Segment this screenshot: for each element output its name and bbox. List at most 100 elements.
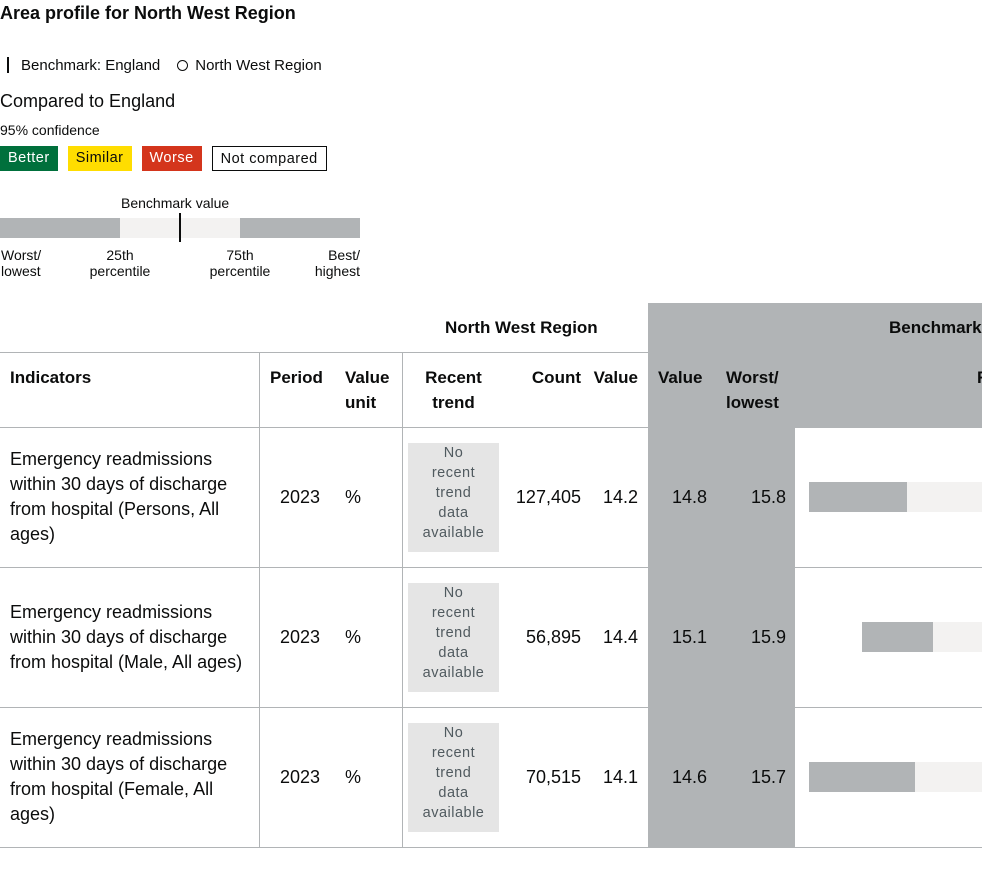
divider	[259, 352, 260, 847]
indicator-line: within 30 days of discharge	[10, 474, 228, 494]
indicator-line: from hospital (Persons, All	[10, 499, 220, 519]
indicator-line: ages)	[10, 804, 56, 824]
worst-cell: 15.8	[750, 487, 786, 507]
trend-line: No	[443, 445, 464, 461]
recent-trend-header[interactable]: Recent trend	[408, 365, 499, 415]
trend-line: trend	[435, 485, 472, 501]
divider	[0, 427, 982, 428]
spine-bar-light	[915, 762, 982, 792]
benchmark-column-bg	[648, 427, 795, 847]
key-bar-worst-segment	[0, 218, 120, 238]
benchmark-group-header: Benchmark	[889, 318, 982, 337]
key-bar-best-segment	[240, 218, 360, 238]
spine-chart-bar	[809, 762, 982, 792]
benchmark-marker	[179, 213, 181, 242]
trend-line: recent	[431, 745, 476, 761]
period-header[interactable]: Period	[270, 368, 323, 387]
trend-line: trend	[435, 625, 472, 641]
indicator-line: from hospital (Male, All ages)	[10, 652, 243, 672]
indicator-line: ages)	[10, 524, 56, 544]
period-cell: 2023	[280, 767, 321, 787]
indicator-line: from hospital (Female, All	[10, 779, 214, 799]
indicator-name[interactable]: Emergency readmissions within 30 days of…	[10, 600, 250, 675]
key-p75-line2: percentile	[209, 263, 271, 279]
better-badge: Better	[0, 146, 58, 171]
count-cell: 127,405	[515, 487, 581, 507]
circle-icon	[177, 59, 189, 71]
benchmark-value-cell: 15.1	[671, 627, 707, 647]
indicators-table: North West Region Benchmark Indicators P…	[0, 303, 982, 878]
unit-cell: %	[345, 487, 362, 507]
spine-bar-light	[933, 622, 982, 652]
indicator-name[interactable]: Emergency readmissions within 30 days of…	[10, 727, 250, 827]
key-p75-line1: 75th	[226, 247, 254, 263]
count-header[interactable]: Count	[531, 368, 581, 387]
recent-trend-header-line2: trend	[432, 393, 475, 412]
key-best-label: Best/ highest	[300, 247, 360, 279]
worse-badge: Worse	[141, 146, 202, 171]
value-unit-header-line1: Value	[345, 368, 390, 387]
divider	[0, 567, 982, 568]
period-cell: 2023	[280, 627, 321, 647]
indicator-line: Emergency readmissions	[10, 602, 213, 622]
key-p25-line2: percentile	[89, 263, 151, 279]
spine-chart-bar	[862, 622, 982, 652]
value-unit-header[interactable]: Value unit	[345, 365, 389, 415]
recent-trend-header-line1: Recent	[425, 368, 482, 387]
key-worst-line2: lowest	[1, 263, 41, 279]
indicator-line: Emergency readmissions	[10, 449, 213, 469]
key-best-line1: Best/	[328, 247, 360, 263]
area-group-header: North West Region	[445, 318, 598, 337]
spine-bar-dark	[862, 622, 933, 652]
value-cell: 14.2	[602, 487, 638, 507]
recent-trend-cell: No recent trend data available	[408, 443, 499, 552]
trend-line: available	[422, 525, 485, 541]
worst-cell: 15.7	[750, 767, 786, 787]
period-cell: 2023	[280, 487, 321, 507]
compared-heading: Compared to England	[0, 91, 176, 111]
benchmark-legend-label: Benchmark: England	[21, 56, 161, 74]
range-header: R	[977, 365, 982, 390]
trend-line: No	[443, 725, 464, 741]
divider	[0, 847, 982, 848]
key-p25-label: 25th percentile	[85, 247, 155, 279]
trend-line: data	[438, 785, 469, 801]
trend-line: recent	[431, 465, 476, 481]
comparison-key: Better Similar Worse Not compared	[0, 146, 327, 171]
count-cell: 70,515	[525, 767, 581, 787]
count-cell: 56,895	[525, 627, 581, 647]
recent-trend-cell: No recent trend data available	[408, 583, 499, 692]
value-header[interactable]: Value	[593, 368, 638, 387]
worst-lowest-header[interactable]: Worst/ lowest	[726, 365, 779, 415]
benchmark-value-label: Benchmark value	[121, 195, 230, 211]
trend-line: available	[422, 665, 485, 681]
indicator-line: Emergency readmissions	[10, 729, 213, 749]
spine-bar-dark	[809, 762, 915, 792]
divider	[0, 352, 982, 353]
similar-badge: Similar	[67, 146, 132, 171]
indicators-header[interactable]: Indicators	[10, 368, 92, 387]
key-worst-label: Worst/ lowest	[1, 247, 41, 279]
key-p75-label: 75th percentile	[205, 247, 275, 279]
benchmark-value-cell: 14.8	[671, 487, 707, 507]
worst-header-line2: lowest	[726, 393, 779, 412]
not-compared-badge: Not compared	[211, 146, 327, 171]
trend-line: data	[438, 645, 469, 661]
unit-cell: %	[345, 767, 362, 787]
value-cell: 14.4	[602, 627, 638, 647]
divider	[0, 707, 982, 708]
divider	[402, 352, 403, 847]
benchmark-value-header[interactable]: Value	[658, 368, 703, 387]
recent-trend-cell: No recent trend data available	[408, 723, 499, 832]
trend-line: No	[443, 585, 464, 601]
area-legend-label: North West Region	[195, 56, 322, 74]
benchmark-value-cell: 14.6	[671, 767, 707, 787]
key-worst-line1: Worst/	[1, 247, 42, 263]
indicator-name[interactable]: Emergency readmissions within 30 days of…	[10, 447, 250, 547]
value-cell: 14.1	[602, 767, 638, 787]
benchmark-header-bg	[648, 303, 982, 427]
confidence-label: 95% confidence	[0, 122, 100, 138]
trend-line: trend	[435, 765, 472, 781]
trend-line: data	[438, 505, 469, 521]
spine-bar-light	[907, 482, 982, 512]
